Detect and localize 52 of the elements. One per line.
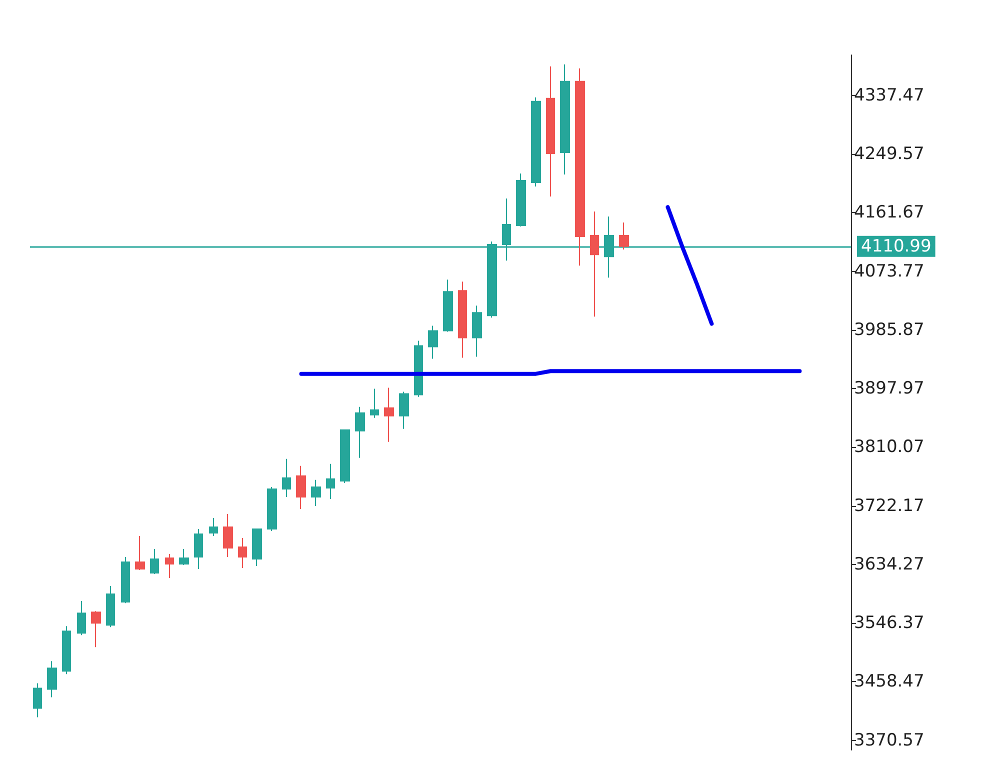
candlestick [121, 556, 130, 604]
candlestick [355, 406, 365, 458]
line-series [666, 205, 714, 326]
ref-line-label: 4110.99 [861, 236, 932, 256]
y-tick-label: 3810.07 [854, 437, 924, 458]
candlestick [179, 548, 189, 566]
y-tick-label: 3985.87 [854, 320, 924, 340]
candlestick [311, 479, 321, 506]
candlestick [150, 548, 159, 575]
candlestick [77, 600, 86, 636]
y-tick-label: 3370.57 [854, 730, 924, 750]
candlestick [267, 486, 277, 532]
y-tick-label: 4073.77 [854, 261, 924, 282]
candlestick [165, 554, 174, 579]
candlestick [252, 528, 262, 567]
candlestick [238, 537, 247, 569]
candlestick [428, 325, 438, 360]
candlestick [370, 388, 379, 418]
y-tick-label: 3634.27 [854, 554, 924, 574]
candlestick [560, 64, 570, 175]
candlestick [62, 626, 71, 675]
candlestick [296, 465, 306, 510]
candlestick [209, 517, 218, 536]
y-tick-label: 3546.37 [854, 613, 924, 634]
candlestick [384, 387, 394, 442]
y-tick-label: 3897.97 [854, 378, 924, 399]
candlestick [91, 610, 101, 648]
y-tick-label: 3458.47 [854, 672, 924, 692]
candlestick [414, 340, 423, 398]
candlestick [399, 391, 409, 430]
candlestick [458, 281, 467, 358]
candlestick [326, 463, 335, 500]
candlestick [516, 172, 526, 228]
y-tick-label: 3722.17 [854, 496, 924, 516]
y-tick-label: 4161.67 [854, 202, 924, 223]
candlestick [135, 535, 145, 571]
candlestick [282, 458, 291, 498]
candlestick [472, 305, 482, 358]
candlestick [106, 586, 115, 628]
candlestick [590, 211, 599, 318]
candlestick [531, 96, 541, 188]
candlestick [546, 66, 555, 198]
candlestick [194, 528, 203, 570]
candlestick [443, 279, 453, 332]
candlestick [223, 513, 233, 558]
candlestick [340, 429, 350, 484]
candlestick [33, 682, 42, 718]
y-tick-label: 4337.47 [854, 85, 924, 106]
candlestick [47, 660, 57, 698]
y-tick-label: 4249.57 [854, 144, 924, 164]
candlestick [575, 68, 585, 266]
candlestick [619, 222, 629, 250]
